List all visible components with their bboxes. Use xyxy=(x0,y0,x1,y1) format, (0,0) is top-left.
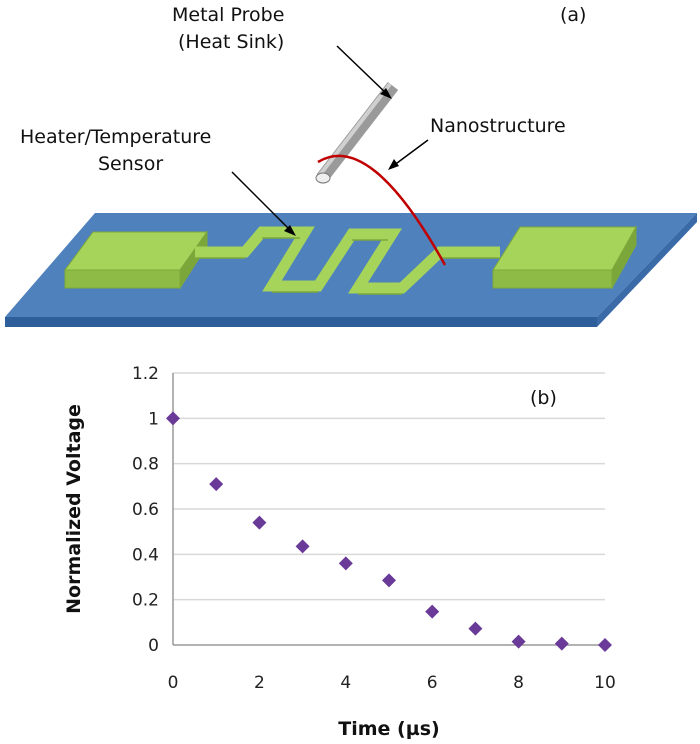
probe-label-line2: (Heat Sink) xyxy=(178,31,284,53)
gridlines xyxy=(173,372,605,601)
y-tick-label: 0.4 xyxy=(132,545,159,565)
y-tick-label: 0.6 xyxy=(132,500,159,520)
x-tick-labels: 0 2 4 6 8 10 xyxy=(168,673,616,693)
y-tick-label: 1 xyxy=(148,409,159,429)
data-point xyxy=(252,515,267,530)
metal-probe xyxy=(315,82,399,184)
y-tick-labels: 0 0.2 0.4 0.6 0.8 1 1.2 xyxy=(132,364,159,656)
x-axis-label: Time (µs) xyxy=(338,718,439,740)
probe-label-line1: Metal Probe xyxy=(172,4,284,26)
heater-label-line2: Sensor xyxy=(98,153,163,175)
y-tick-label: 0.2 xyxy=(132,591,159,611)
data-point xyxy=(425,604,440,619)
heater-sensor xyxy=(64,225,637,295)
nanostructure xyxy=(317,154,447,266)
y-axis-label: Normalized Voltage xyxy=(63,404,85,614)
data-point xyxy=(598,638,612,652)
panel-b-label: (b) xyxy=(530,387,557,409)
nanostructure-label: Nanostructure xyxy=(430,115,566,137)
x-tick-label: 0 xyxy=(168,673,179,693)
panel-a-label: (a) xyxy=(560,4,586,26)
data-point xyxy=(382,573,396,588)
data-point xyxy=(166,411,180,426)
device-diagram: Metal Probe (Heat Sink) (a) Nanostructur… xyxy=(5,4,697,327)
heater-label-line1: Heater/Temperature xyxy=(20,126,211,148)
x-tick-label: 8 xyxy=(513,673,524,693)
heater-arrow xyxy=(231,171,293,233)
probe-arrow xyxy=(336,45,389,96)
data-point xyxy=(295,539,310,554)
substrate-side xyxy=(597,213,697,327)
y-tick-label: 1.2 xyxy=(132,364,159,384)
y-tick-label: 0.8 xyxy=(132,455,159,475)
x-tick-label: 4 xyxy=(340,673,351,693)
scatter-chart: 00.20.40.60.811.2 0 2 4 6 8 10 (b) Time (µs) … xyxy=(63,364,616,740)
data-points xyxy=(166,411,612,652)
serpentine-trace xyxy=(195,226,500,294)
substrate-front xyxy=(5,317,597,327)
nanostructure-arrow xyxy=(392,139,429,167)
x-tick-label: 2 xyxy=(254,673,265,693)
data-point xyxy=(554,636,569,651)
x-tick-label: 6 xyxy=(427,673,438,693)
data-point xyxy=(209,477,224,492)
x-tick-label: 10 xyxy=(594,673,616,693)
data-point xyxy=(468,621,483,636)
data-point xyxy=(338,556,353,571)
y-tick-label: 0 xyxy=(148,636,159,656)
data-point xyxy=(511,634,526,649)
